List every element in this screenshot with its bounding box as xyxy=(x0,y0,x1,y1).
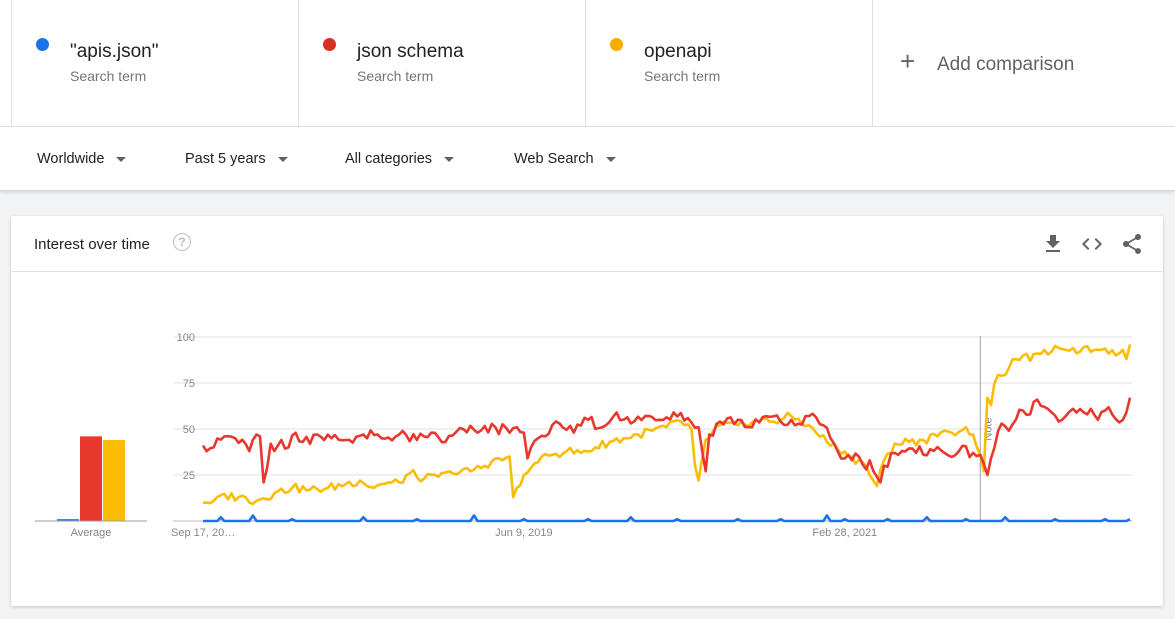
card-header: Interest over time ? xyxy=(11,216,1163,272)
term-name: json schema xyxy=(357,41,464,62)
time-range-label: Past 5 years xyxy=(185,151,266,167)
term-type: Search term xyxy=(357,68,434,84)
term-color-dot xyxy=(323,38,336,51)
caret-down-icon xyxy=(605,156,616,162)
plus-icon: + xyxy=(900,46,916,76)
average-bar-apis-json xyxy=(57,519,79,521)
search-terms-bar: "apis.json" Search term json schema Sear… xyxy=(0,0,1175,126)
embed-code-icon[interactable] xyxy=(1080,232,1104,256)
card-title: Interest over time xyxy=(34,236,150,253)
average-label: Average xyxy=(71,527,112,539)
x-tick-label: Jun 9, 2019 xyxy=(495,527,553,539)
y-tick-label: 100 xyxy=(177,332,195,344)
interest-chart: 25 50 75 100 Sep 17, 20… Jun 9, 2019 Feb 28, 2… xyxy=(35,332,1132,539)
help-icon[interactable]: ? xyxy=(173,233,191,251)
search-type-label: Web Search xyxy=(514,151,594,167)
average-bar-openapi xyxy=(103,440,125,521)
add-comparison-button[interactable]: + Add comparison xyxy=(872,0,1175,126)
time-range-dropdown[interactable]: Past 5 years xyxy=(185,151,288,167)
term-card-apis-json[interactable]: "apis.json" Search term xyxy=(11,0,298,126)
category-dropdown[interactable]: All categories xyxy=(345,151,455,167)
interest-over-time-card: Interest over time ? 25 50 75 100 Sep 17, 20… xyxy=(11,216,1163,606)
term-card-openapi[interactable]: openapi Search term xyxy=(585,0,872,126)
caret-down-icon xyxy=(444,156,455,162)
x-tick-label: Feb 28, 2021 xyxy=(812,527,877,539)
note-marker-label: Note xyxy=(982,417,994,440)
series-line-apis-json xyxy=(203,514,1131,523)
category-label: All categories xyxy=(345,151,433,167)
filter-bar: Worldwide Past 5 years All categories We… xyxy=(0,126,1175,191)
caret-down-icon xyxy=(116,156,127,162)
term-color-dot xyxy=(610,38,623,51)
term-card-json-schema[interactable]: json schema Search term xyxy=(298,0,585,126)
search-type-dropdown[interactable]: Web Search xyxy=(514,151,616,167)
term-type: Search term xyxy=(70,68,147,84)
region-label: Worldwide xyxy=(37,151,105,167)
series-line-openapi xyxy=(202,344,1132,506)
series-line-json-schema xyxy=(201,397,1132,484)
y-tick-label: 50 xyxy=(183,424,195,436)
caret-down-icon xyxy=(277,156,288,162)
term-color-dot xyxy=(36,38,49,51)
average-bar-json-schema xyxy=(80,436,102,521)
term-name: "apis.json" xyxy=(70,41,159,62)
y-tick-label: 25 xyxy=(183,470,195,482)
share-icon[interactable] xyxy=(1120,232,1144,256)
region-dropdown[interactable]: Worldwide xyxy=(37,151,127,167)
y-tick-label: 75 xyxy=(183,378,195,390)
term-name: openapi xyxy=(644,41,712,62)
term-type: Search term xyxy=(644,68,721,84)
x-tick-label: Sep 17, 20… xyxy=(171,527,235,539)
add-comparison-label: Add comparison xyxy=(937,54,1075,75)
download-icon[interactable] xyxy=(1041,232,1065,256)
